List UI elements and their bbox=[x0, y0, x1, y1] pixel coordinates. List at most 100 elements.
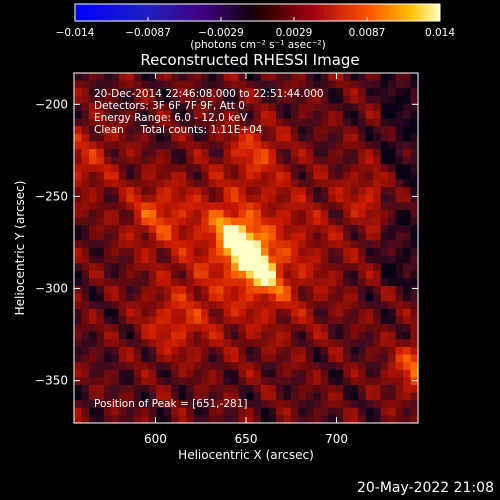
heatmap-cell bbox=[395, 95, 404, 105]
heatmap-cell bbox=[223, 88, 232, 97]
heatmap-cell bbox=[305, 95, 314, 105]
heatmap-cell bbox=[313, 225, 322, 234]
heatmap-cell bbox=[216, 354, 225, 363]
heatmap-cell bbox=[313, 362, 322, 371]
heatmap-cell bbox=[380, 354, 389, 363]
heatmap-cell bbox=[373, 217, 382, 226]
heatmap-cell bbox=[216, 194, 225, 203]
heatmap-cell bbox=[403, 263, 412, 272]
heatmap-cells bbox=[74, 73, 419, 424]
heatmap-cell bbox=[126, 141, 135, 150]
heatmap-cell bbox=[201, 400, 210, 409]
heatmap-cell bbox=[178, 400, 187, 409]
heatmap-cell bbox=[193, 369, 202, 378]
heatmap-cell bbox=[283, 187, 292, 196]
heatmap-cell bbox=[238, 407, 247, 416]
heatmap-cell bbox=[96, 217, 105, 226]
heatmap-cell bbox=[186, 73, 195, 82]
heatmap-cell bbox=[74, 293, 83, 302]
heatmap-cell bbox=[275, 156, 284, 165]
heatmap-cell bbox=[163, 415, 172, 424]
heatmap-cell bbox=[111, 156, 120, 165]
heatmap-cell bbox=[81, 308, 90, 318]
heatmap-cell bbox=[403, 301, 412, 310]
heatmap-cell bbox=[395, 293, 404, 302]
heatmap-cell bbox=[216, 331, 225, 340]
heatmap-cell bbox=[238, 270, 247, 280]
heatmap-cell bbox=[103, 194, 112, 203]
heatmap-cell bbox=[208, 225, 217, 234]
heatmap-cell bbox=[133, 362, 142, 371]
heatmap-cell bbox=[395, 80, 404, 89]
heatmap-cell bbox=[260, 156, 270, 165]
heatmap-cell bbox=[365, 149, 374, 158]
heatmap-cell bbox=[186, 346, 195, 356]
heatmap-cell bbox=[246, 156, 255, 165]
heatmap-cell bbox=[305, 156, 314, 165]
heatmap-cell bbox=[141, 278, 150, 287]
heatmap-cell bbox=[320, 103, 329, 112]
heatmap-cell bbox=[290, 278, 299, 287]
colorbar-gradient bbox=[74, 3, 441, 22]
heatmap-cell bbox=[350, 225, 359, 234]
heatmap-cell bbox=[313, 278, 322, 287]
heatmap-cell bbox=[201, 354, 210, 363]
heatmap-cell bbox=[305, 255, 314, 264]
heatmap-cell bbox=[313, 286, 322, 295]
heatmap-cell bbox=[320, 88, 329, 97]
heatmap-cell bbox=[156, 316, 165, 325]
heatmap-cell bbox=[403, 415, 412, 424]
heatmap-cell bbox=[320, 217, 329, 226]
heatmap-cell bbox=[186, 179, 195, 188]
heatmap-cell bbox=[343, 111, 352, 120]
heatmap-cell bbox=[81, 141, 90, 150]
heatmap-cell bbox=[253, 400, 262, 409]
heatmap-cell bbox=[231, 346, 240, 356]
heatmap-cell bbox=[365, 255, 374, 264]
heatmap-cell bbox=[216, 346, 225, 356]
heatmap-cell bbox=[74, 286, 83, 295]
heatmap-cell bbox=[283, 384, 292, 394]
heatmap-cell bbox=[275, 369, 284, 378]
heatmap-cell bbox=[141, 331, 150, 340]
heatmap-cell bbox=[268, 286, 277, 295]
heatmap-cell bbox=[253, 103, 262, 112]
heatmap-cell bbox=[253, 362, 262, 371]
heatmap-cell bbox=[260, 202, 270, 211]
heatmap-cell bbox=[380, 362, 389, 371]
heatmap-cell bbox=[328, 331, 337, 340]
heatmap-cell bbox=[156, 103, 165, 112]
heatmap-cell bbox=[231, 103, 240, 112]
heatmap-cell bbox=[74, 377, 83, 386]
heatmap-cell bbox=[178, 316, 187, 325]
heatmap-cell bbox=[335, 209, 344, 219]
heatmap-cell bbox=[148, 362, 157, 371]
heatmap-cell bbox=[403, 240, 412, 249]
heatmap-cell bbox=[313, 308, 322, 318]
heatmap-cell bbox=[305, 278, 314, 287]
heatmap-cell bbox=[171, 156, 180, 165]
heatmap-cell bbox=[81, 331, 90, 340]
heatmap-cell bbox=[96, 225, 105, 234]
heatmap-cell bbox=[320, 369, 329, 378]
heatmap-cell bbox=[208, 232, 217, 241]
heatmap-cell bbox=[253, 255, 262, 264]
heatmap-cell bbox=[141, 73, 150, 82]
heatmap-cell bbox=[133, 209, 142, 219]
heatmap-cell bbox=[275, 377, 284, 386]
heatmap-cell bbox=[238, 80, 247, 89]
heatmap-cell bbox=[103, 171, 112, 181]
heatmap-cell bbox=[380, 126, 389, 135]
heatmap-cell bbox=[410, 369, 419, 378]
heatmap-cell bbox=[223, 118, 232, 127]
heatmap-cell bbox=[103, 407, 112, 416]
heatmap-cell bbox=[156, 263, 165, 272]
heatmap-cell bbox=[238, 95, 247, 105]
heatmap-cell bbox=[186, 248, 195, 257]
heatmap-cell bbox=[380, 392, 389, 401]
heatmap-cell bbox=[208, 331, 217, 340]
heatmap-cell bbox=[305, 384, 314, 394]
heatmap-cell bbox=[141, 111, 150, 120]
heatmap-cell bbox=[96, 141, 105, 150]
heatmap-cell bbox=[81, 187, 90, 196]
